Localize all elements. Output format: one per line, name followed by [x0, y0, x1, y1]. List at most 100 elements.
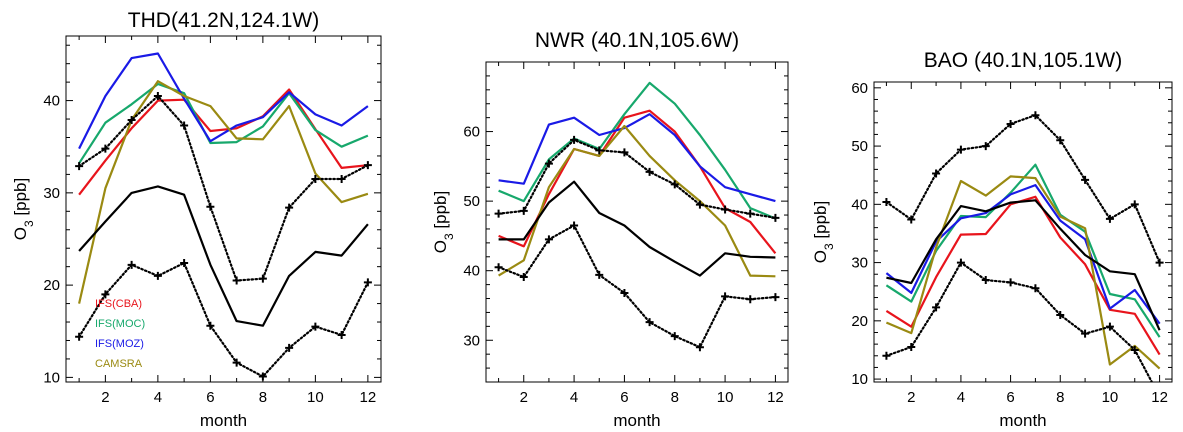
data-point-marker: [232, 276, 241, 285]
data-point-marker: [1031, 284, 1040, 293]
data-point-marker: [882, 351, 891, 360]
series-line-camsra: [78, 80, 369, 304]
data-point-marker: [75, 162, 84, 171]
data-point-marker: [981, 276, 990, 285]
data-point-marker: [494, 263, 503, 272]
data-point-marker: [232, 358, 241, 367]
data-point-marker: [695, 343, 704, 352]
legend-entry: IFS(CBA): [95, 298, 142, 310]
data-point-marker: [956, 145, 965, 154]
legend-entry: IFS(MOZ): [95, 338, 144, 350]
y-tick-label: 40: [851, 196, 868, 213]
panel-1: THD(41.2N,124.1W) 2 4 6 8 10 12 10 20 30 40 month O3…: [11, 9, 382, 430]
data-point-marker: [363, 278, 372, 287]
data-point-marker: [363, 161, 372, 170]
y-tick-label: 10: [851, 371, 868, 388]
y-tick-label: 30: [851, 255, 868, 272]
y-axis-label: O3 [ppb]: [431, 191, 456, 253]
plot-frame: [65, 35, 382, 383]
data-point-marker: [519, 206, 528, 215]
series-line-ifs-moc-: [498, 81, 776, 220]
data-point-marker: [206, 321, 215, 330]
x-tick-label: 2: [907, 389, 915, 406]
data-point-marker: [882, 198, 891, 206]
y-tick-label: 40: [43, 93, 60, 110]
series-line-ifs-moc-: [78, 82, 369, 164]
data-point-marker: [771, 293, 780, 302]
y-tick-label: 50: [463, 193, 480, 210]
data-layer: [75, 52, 372, 381]
legend-entry: IFS(MOC): [95, 318, 145, 330]
data-point-marker: [670, 180, 679, 189]
y-tick-label: 10: [43, 369, 60, 386]
series-line-obs-range: [77, 94, 369, 282]
data-point-marker: [311, 322, 320, 331]
x-tick-label: 8: [1056, 389, 1064, 406]
x-tick-label: 4: [957, 389, 965, 406]
data-point-marker: [956, 258, 965, 267]
data-point-marker: [544, 159, 553, 168]
data-point-marker: [1130, 345, 1139, 354]
x-tick-label: 12: [360, 389, 377, 406]
data-point-marker: [570, 135, 579, 144]
chart-title: NWR (40.1N,105.6W): [535, 29, 739, 52]
x-tick-label: 2: [101, 389, 109, 406]
data-point-marker: [771, 213, 780, 222]
data-point-marker: [180, 258, 189, 267]
y-tick-label: 40: [463, 263, 480, 280]
y-tick-label: 20: [43, 277, 60, 294]
y-tick-label: 30: [43, 185, 60, 202]
data-point-marker: [595, 146, 604, 155]
legend-entry: CAMSRA: [95, 358, 143, 370]
x-tick-label: 12: [1151, 389, 1168, 406]
x-tick-label: 4: [154, 389, 162, 406]
data-point-marker: [746, 209, 755, 218]
data-point-marker: [932, 303, 941, 312]
data-layer: [494, 81, 780, 352]
x-tick-label: 8: [259, 389, 267, 406]
series-line-ifs-moz-: [498, 113, 776, 203]
data-point-marker: [907, 343, 916, 352]
series-line-obs-range: [885, 261, 1154, 382]
series-line-obs-range: [497, 138, 777, 219]
x-tick-label: 6: [1006, 389, 1014, 406]
data-point-marker: [127, 115, 136, 124]
series-line-obs-median: [498, 180, 776, 277]
x-tick-label: 4: [570, 389, 578, 406]
data-point-marker: [746, 295, 755, 304]
data-point-marker: [101, 144, 110, 153]
series-line-ifs-moz-: [885, 184, 1161, 325]
data-point-marker: [1056, 136, 1065, 145]
data-point-marker: [75, 332, 84, 341]
data-point-marker: [285, 343, 294, 352]
data-point-marker: [1006, 278, 1015, 287]
data-point-marker: [620, 148, 629, 157]
x-tick-label: 8: [671, 389, 679, 406]
x-tick-label: 10: [307, 389, 324, 406]
x-tick-label: 2: [520, 389, 528, 406]
data-point-marker: [337, 330, 346, 339]
data-point-marker: [494, 209, 503, 218]
series-line-obs-median: [78, 185, 369, 327]
data-point-marker: [907, 215, 916, 224]
series-line-obs-range: [885, 114, 1161, 264]
x-axis-label: month: [613, 411, 660, 430]
chart-title: THD(41.2N,124.1W): [128, 9, 319, 32]
data-point-marker: [670, 332, 679, 341]
data-point-marker: [1056, 311, 1065, 320]
data-point-marker: [153, 271, 162, 280]
y-tick-label: 30: [463, 332, 480, 349]
data-point-marker: [1031, 111, 1040, 120]
data-point-marker: [1006, 119, 1015, 128]
y-tick-label: 20: [851, 313, 868, 330]
series-line-ifs-moz-: [78, 52, 369, 150]
y-tick-label: 50: [851, 138, 868, 155]
x-tick-label: 6: [206, 389, 214, 406]
data-point-marker: [153, 91, 162, 100]
data-point-marker: [127, 260, 136, 269]
data-point-marker: [206, 202, 215, 211]
data-point-marker: [544, 235, 553, 244]
data-point-marker: [519, 272, 528, 281]
series-line-obs-median: [886, 199, 1161, 331]
